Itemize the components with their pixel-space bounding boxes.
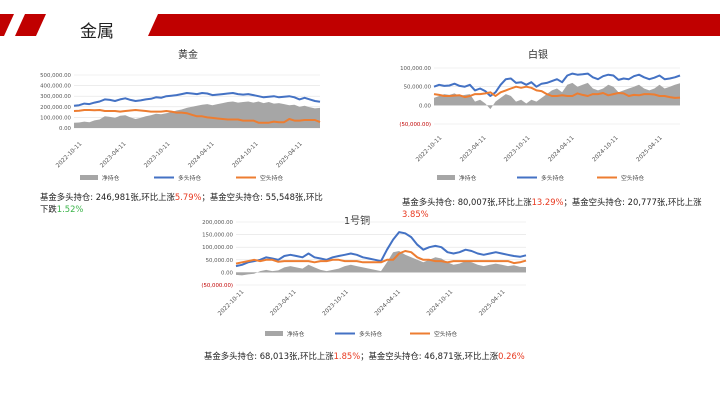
- series-net-area: [236, 251, 526, 276]
- series-short-line: [433, 85, 681, 99]
- caption-text: ；基金空头持仓: 46,871张,环比上涨: [360, 351, 499, 361]
- y-tick-label: 100,000.00: [202, 245, 233, 251]
- legend-swatch: [80, 175, 98, 180]
- silver-chart: 白银 100,000.00 50,000.00 0.00 (50,000.00) 202…: [384, 44, 710, 192]
- legend-label: 净持仓: [102, 174, 120, 182]
- x-tick-label: 2025-04-11: [636, 135, 664, 163]
- legend-swatch: [437, 175, 455, 180]
- legend-label: 空头持仓: [621, 174, 644, 182]
- y-tick-label: 0.00: [419, 103, 432, 109]
- legend-label: 空头持仓: [260, 174, 283, 182]
- y-tick-label: (50,000.00): [201, 283, 233, 289]
- gold-chart-svg: 黄金 500,000.00 400,000.00 300,000.00 200,000…: [40, 48, 321, 182]
- y-tick-label: 400,000.00: [40, 84, 71, 90]
- legend-label: 多头持仓: [541, 174, 564, 182]
- caption-long-change: 13.29%: [531, 197, 564, 207]
- series-long-line: [235, 231, 527, 268]
- x-tick-label: 2023-10-11: [503, 135, 531, 163]
- x-tick-label: 2023-10-11: [322, 289, 350, 317]
- series-short-line: [235, 250, 527, 265]
- caption-text: 基金多头持仓: 80,007张,环比上涨: [402, 197, 532, 207]
- caption-long-change: 1.85%: [333, 351, 361, 361]
- legend-label: 多头持仓: [359, 330, 382, 338]
- copper-chart-svg: 1号铜 200,000.00 150,000.00 100,000.00 50,000…: [201, 215, 527, 338]
- x-tick-label: 2025-04-11: [478, 289, 506, 317]
- x-tick-label: 2024-10-11: [232, 141, 260, 169]
- legend-label: 净持仓: [287, 330, 305, 338]
- header-slash-2: [15, 14, 46, 36]
- x-tick-label: 2025-04-11: [276, 141, 304, 169]
- x-tick-label: 2024-04-11: [188, 141, 216, 169]
- y-tick-label: 0.00: [59, 126, 72, 132]
- x-tick-label: 2022-10-11: [217, 289, 245, 317]
- gold-chart: 黄金 500,000.00 400,000.00 300,000.00 200,000…: [28, 44, 338, 192]
- y-tick-label: 300,000.00: [40, 94, 71, 100]
- y-tick-label: 200,000.00: [40, 105, 71, 111]
- page-title: 金属: [80, 22, 114, 42]
- header-bar: [0, 14, 720, 36]
- chart-title: 白银: [528, 48, 548, 61]
- x-tick-label: 2023-10-11: [143, 141, 171, 169]
- y-tick-label: 150,000.00: [202, 233, 233, 239]
- series-net-area: [74, 101, 320, 128]
- legend-label: 空头持仓: [434, 330, 457, 338]
- legend-swatch: [265, 331, 283, 336]
- y-tick-label: 500,000.00: [40, 73, 71, 79]
- copper-caption: 基金多头持仓: 68,013张,环比上涨1.85%；基金空头持仓: 46,871…: [204, 350, 544, 362]
- x-tick-label: 2024-04-11: [374, 289, 402, 317]
- chart-title: 1号铜: [344, 215, 370, 227]
- silver-chart-svg: 白银 100,000.00 50,000.00 0.00 (50,000.00) 202…: [399, 48, 681, 182]
- silver-caption: 基金多头持仓: 80,007张,环比上涨13.29%；基金空头持仓: 20,77…: [402, 196, 708, 220]
- caption-text: ；基金空头持仓: 55,548张,环比下跌: [40, 192, 323, 214]
- caption-short-change: 1.52%: [56, 204, 84, 214]
- x-tick-label: 2023-04-11: [459, 135, 487, 163]
- x-tick-label: 2022-10-11: [415, 135, 443, 163]
- series-long-line: [73, 92, 321, 107]
- legend-label: 多头持仓: [178, 174, 201, 182]
- y-tick-label: 200,000.00: [202, 220, 233, 226]
- x-tick-label: 2022-10-11: [55, 141, 83, 169]
- chart-title: 黄金: [178, 48, 198, 61]
- copper-chart: 1号铜 200,000.00 150,000.00 100,000.00 50,000…: [192, 212, 532, 346]
- caption-short-change: 0.26%: [498, 351, 525, 361]
- y-tick-label: 0.00: [221, 270, 234, 276]
- y-tick-label: 50,000.00: [206, 258, 234, 264]
- series-long-line: [433, 72, 681, 97]
- y-tick-label: 100,000.00: [400, 66, 431, 72]
- x-tick-label: 2024-04-11: [548, 135, 576, 163]
- y-tick-label: (50,000.00): [399, 122, 431, 128]
- caption-text: ；基金空头持仓: 20,777张,环比上涨: [563, 197, 702, 207]
- series-short-line: [73, 109, 321, 124]
- caption-text: 基金多头持仓: 246,981张,环比上涨: [40, 192, 175, 202]
- y-tick-label: 50,000.00: [404, 85, 432, 91]
- x-tick-label: 2024-10-11: [592, 135, 620, 163]
- x-tick-label: 2024-10-11: [426, 289, 454, 317]
- header-slash-1: [0, 14, 14, 36]
- x-tick-label: 2023-04-11: [270, 289, 298, 317]
- y-tick-label: 100,000.00: [40, 115, 71, 121]
- caption-short-change: 3.85%: [402, 209, 429, 219]
- x-tick-label: 2023-04-11: [99, 141, 127, 169]
- header-accent-bar: [148, 14, 720, 36]
- caption-long-change: 5.79%: [174, 192, 202, 202]
- caption-text: 基金多头持仓: 68,013张,环比上涨: [204, 351, 334, 361]
- gold-caption: 基金多头持仓: 246,981张,环比上涨5.79%；基金空头持仓: 55,54…: [40, 191, 328, 215]
- legend-label: 净持仓: [459, 174, 477, 182]
